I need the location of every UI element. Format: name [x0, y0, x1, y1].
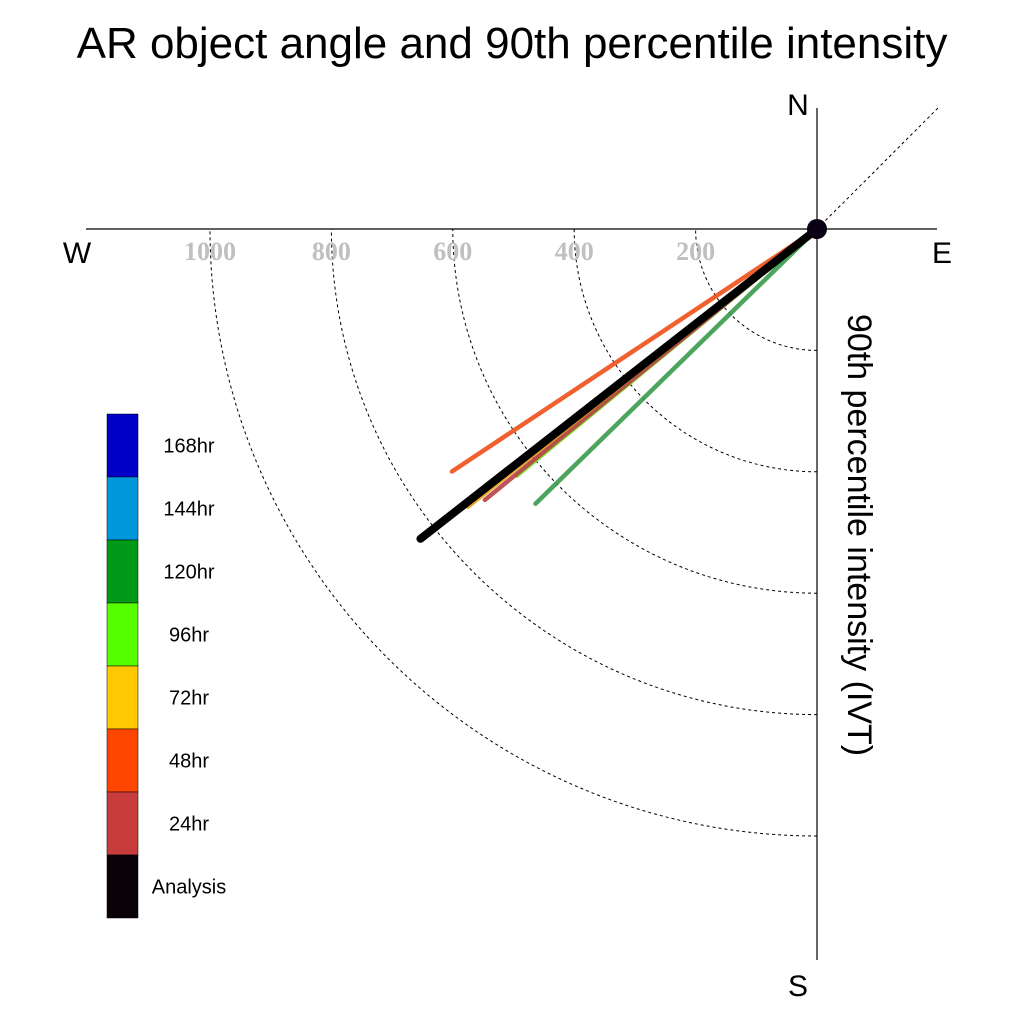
east-label: E	[932, 237, 952, 270]
legend-swatch-48hr	[106, 728, 139, 793]
radial-tick-labels: 200 400 600 800 1000	[184, 237, 715, 266]
compass-axes	[86, 105, 941, 960]
radial-grid	[209, 228, 818, 837]
radial-tick-label: 800	[312, 237, 351, 266]
vector-120hr	[533, 226, 820, 506]
legend: 168hr 144hr 120hr 96hr 72hr 48hr 24hr Analysis	[106, 413, 226, 919]
south-label: S	[788, 970, 808, 1003]
legend-label: 48hr	[169, 751, 209, 773]
west-label: W	[63, 237, 92, 270]
legend-label: 96hr	[169, 625, 209, 647]
legend-label: Analysis	[152, 877, 226, 899]
grid-arc	[209, 228, 818, 837]
legend-label: 72hr	[169, 688, 209, 710]
ar-vectors	[416, 225, 821, 543]
radial-tick-label: 1000	[184, 237, 236, 266]
north-label: N	[787, 89, 809, 122]
origin-marker	[807, 219, 827, 239]
legend-swatch-120hr	[106, 539, 139, 604]
radial-axis-title: 90th percentile intensity (IVT)	[840, 314, 878, 756]
legend-swatch-24hr	[106, 791, 139, 856]
legend-swatch-168hr	[106, 413, 139, 478]
legend-swatch-72hr	[106, 665, 139, 730]
chart-title: AR object angle and 90th percentile inte…	[77, 19, 948, 68]
vector-analysis	[416, 225, 821, 543]
grid-arc	[695, 228, 818, 351]
legend-label: 168hr	[163, 436, 214, 458]
grid-arc	[573, 228, 818, 473]
grid-arc	[330, 228, 818, 716]
legend-label: 144hr	[163, 499, 214, 521]
legend-label: 24hr	[169, 814, 209, 836]
legend-swatch-analysis	[106, 854, 139, 919]
legend-swatch-144hr	[106, 476, 139, 541]
legend-swatch-96hr	[106, 602, 139, 667]
radial-tick-label: 400	[555, 237, 594, 266]
legend-label: 120hr	[163, 562, 214, 584]
radial-tick-label: 200	[676, 237, 715, 266]
radial-tick-label: 600	[433, 237, 472, 266]
grid-arc	[452, 228, 818, 594]
northeast-guide	[816, 105, 941, 230]
vector-48hr	[449, 226, 820, 474]
